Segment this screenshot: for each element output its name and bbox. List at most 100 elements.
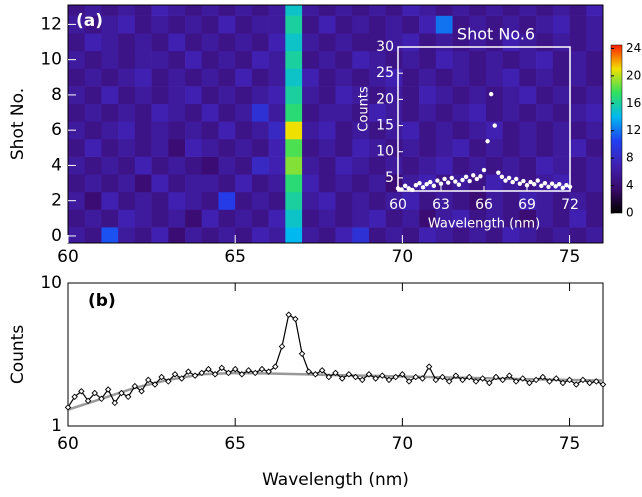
series-marker (252, 369, 259, 377)
heatmap-cell (302, 156, 320, 175)
heatmap-cell (151, 15, 169, 34)
heatmap-cell (84, 191, 102, 210)
heatmap-cell (185, 209, 203, 228)
heatmap-cell (118, 191, 136, 210)
heatmap-cell (101, 121, 119, 140)
heatmap-cell (101, 68, 119, 87)
heatmap-cell (419, 5, 437, 16)
heatmap-cell (302, 68, 320, 87)
series-marker (124, 393, 132, 401)
heatmap-cell (151, 191, 169, 210)
heatmap-cell (485, 50, 503, 69)
y-tick-label: 10 (40, 50, 62, 70)
heatmap-cell (101, 227, 119, 243)
heatmap-cell (101, 174, 119, 193)
heatmap-cell (218, 174, 236, 193)
panel-label: (a) (76, 11, 103, 31)
series-marker (104, 386, 112, 393)
heatmap-cell (118, 5, 136, 16)
heatmap-cell (402, 5, 420, 16)
series-marker (231, 365, 239, 373)
heatmap-cell (84, 15, 102, 34)
heatmap-cell (368, 15, 386, 34)
heatmap-cell (352, 103, 370, 122)
inset-point (514, 176, 519, 182)
heatmap-cell (134, 156, 152, 175)
heatmap-cell (586, 33, 603, 52)
heatmap-cell (251, 191, 269, 210)
heatmap-cell (151, 209, 169, 228)
heatmap-cell (101, 191, 119, 210)
heatmap-cell (168, 209, 186, 228)
heatmap-cell (185, 191, 203, 210)
heatmap-cell (552, 227, 570, 243)
heatmap-cell (318, 191, 336, 210)
series-marker (258, 365, 266, 373)
heatmap-cell (402, 191, 420, 210)
heatmap-cell (118, 121, 136, 140)
series-marker (539, 373, 547, 381)
heatmap-cell (536, 68, 554, 87)
heatmap-cell (251, 209, 269, 228)
heatmap-cell (368, 156, 386, 175)
heatmap-cell (68, 209, 86, 228)
heatmap-cell (318, 209, 336, 228)
heatmap-cell (101, 138, 119, 157)
heatmap-cell (352, 86, 370, 105)
heatmap-cell (536, 121, 554, 140)
heatmap-cell (452, 86, 470, 105)
heatmap-cell (536, 138, 554, 157)
heatmap-cell (268, 191, 286, 210)
heatmap-cell (502, 15, 520, 34)
heatmap-cell (569, 86, 587, 105)
heatmap-cell (318, 5, 336, 16)
heatmap-cell (268, 33, 286, 52)
y-axis-label: Shot No. (8, 88, 28, 160)
heatmap-cell (218, 5, 236, 16)
heatmap-cell (168, 68, 186, 87)
series-marker (205, 365, 212, 373)
heatmap-cell (201, 191, 219, 210)
heatmap-cell (335, 138, 353, 157)
heatmap-cell (151, 68, 169, 87)
heatmap-cell (502, 68, 520, 87)
series-marker (178, 375, 185, 382)
heatmap-cell (402, 156, 420, 175)
heatmap (68, 5, 603, 243)
heatmap-cell (502, 156, 520, 175)
heatmap-cell (134, 15, 152, 34)
heatmap-cell (151, 103, 169, 122)
plot-frame (67, 282, 604, 427)
heatmap-cell (235, 209, 253, 228)
inset-y-tick-label: 5 (385, 170, 394, 186)
heatmap-cell (435, 156, 453, 175)
inset-point (492, 123, 497, 128)
x-tick-label: 70 (392, 434, 414, 454)
y-axis-label: Counts (8, 325, 28, 384)
heatmap-cell (285, 103, 303, 122)
heatmap-cell (435, 33, 453, 52)
heatmap-cell (569, 121, 587, 140)
series-marker (385, 376, 393, 384)
heatmap-cell (201, 209, 219, 228)
inset-point (399, 187, 404, 192)
heatmap-cell (235, 138, 253, 157)
heatmap-cell (302, 191, 320, 210)
heatmap-cell (469, 174, 487, 193)
series-marker (532, 376, 540, 384)
heatmap-cell (569, 5, 587, 16)
heatmap-cell (118, 174, 136, 193)
heatmap-cell (435, 174, 453, 193)
heatmap-cell (201, 156, 219, 175)
heatmap-cell (134, 191, 152, 210)
heatmap-cell (185, 138, 203, 157)
x-tick-label: 75 (559, 434, 581, 454)
inset-point (564, 183, 569, 188)
heatmap-cell (251, 5, 269, 16)
heatmap-cell (235, 156, 253, 175)
series-marker (445, 378, 453, 385)
heatmap-cell (185, 121, 203, 140)
heatmap-cell (318, 138, 336, 157)
heatmap-cell (68, 5, 86, 16)
colorbar-tick-label: 20 (626, 68, 641, 82)
